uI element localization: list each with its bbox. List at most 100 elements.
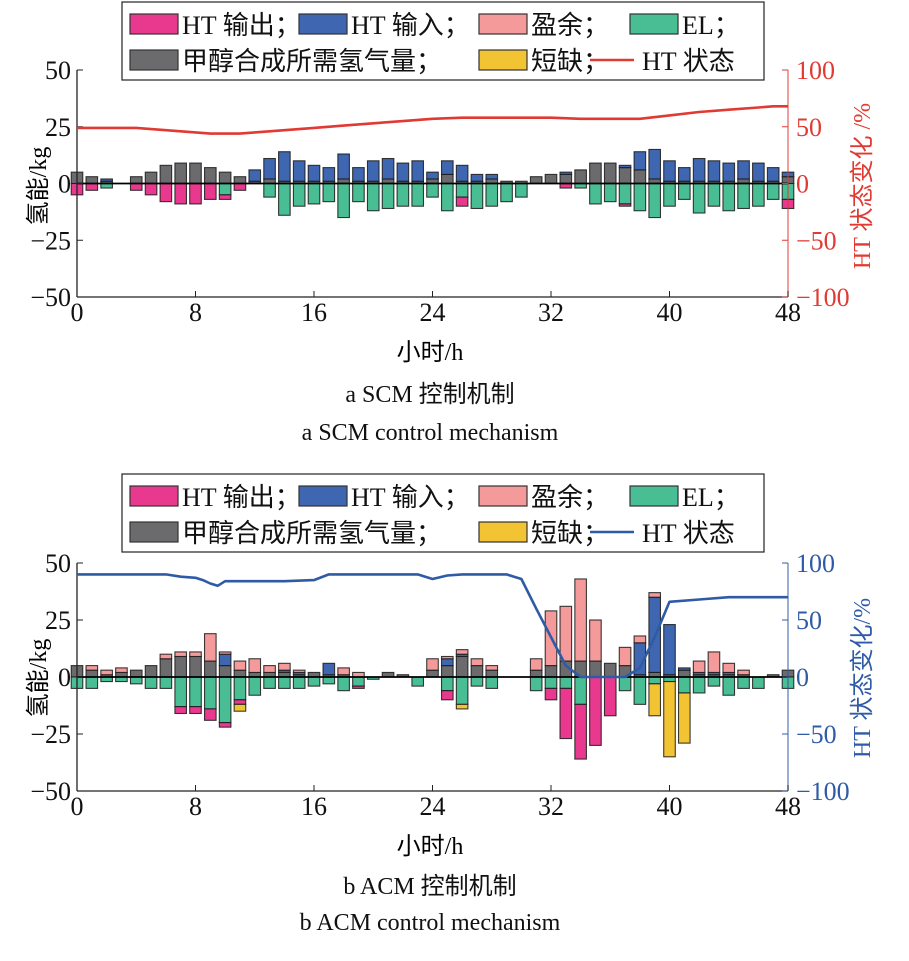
bar-el: [233, 676, 247, 701]
bar-ht_output: [574, 703, 587, 760]
bar-surplus: [485, 665, 499, 671]
bar-ht_input: [426, 171, 439, 180]
bar-surplus: [100, 669, 113, 676]
bar-ht_input: [722, 162, 736, 182]
x-tick-label: 32: [538, 298, 564, 327]
bar-methanol: [470, 665, 484, 678]
bar-ht_input: [307, 164, 321, 182]
legend-swatch-surplus: [478, 485, 528, 507]
bar-el: [752, 182, 765, 207]
bar-ht_input: [752, 162, 765, 182]
bar-ht_input: [707, 160, 721, 182]
bar-ht_output: [218, 722, 232, 728]
bar-surplus: [115, 667, 128, 673]
bar-el: [278, 676, 291, 689]
bar-methanol: [603, 662, 617, 678]
legend-label: HT 输入；: [351, 483, 470, 512]
bar-el: [500, 182, 513, 203]
bar-el: [663, 182, 676, 207]
bar-el: [544, 676, 558, 689]
y-tick-label: 25: [45, 113, 71, 142]
bar-ht_input: [322, 662, 336, 676]
x-tick-label: 24: [420, 792, 446, 821]
bar-ht_input: [396, 162, 410, 182]
bar-methanol: [203, 660, 217, 678]
bar-methanol: [544, 665, 558, 678]
bar-ht_input: [440, 160, 454, 175]
bar-ht_input: [470, 173, 484, 182]
bar-el: [648, 182, 662, 219]
bar-surplus: [189, 651, 202, 658]
y-tick-label: −25: [30, 226, 71, 255]
legend-swatch-ht_input: [298, 13, 348, 35]
legend-label: HT 输入；: [351, 11, 470, 40]
y2-tick-label: 0: [796, 170, 809, 199]
bar-ht_output: [455, 196, 469, 207]
bar-ht_input: [337, 153, 350, 180]
bar-surplus: [455, 649, 469, 655]
bar-el: [633, 182, 647, 212]
bar-el: [337, 182, 350, 219]
bar-surplus: [722, 662, 736, 673]
bar-ht_input: [263, 157, 276, 180]
bar-ht_output: [544, 687, 558, 701]
bar-ht_input: [292, 160, 306, 182]
bar-methanol: [159, 658, 173, 678]
legend-swatch-surplus: [478, 13, 528, 35]
bar-surplus: [263, 665, 276, 673]
bar-el: [618, 676, 632, 692]
legend-item-surplus: 盈余；: [478, 483, 609, 512]
legend-item-el: EL；: [629, 483, 740, 512]
bar-methanol: [603, 162, 617, 185]
bar-ht_output: [352, 685, 365, 689]
y-tick-label: 50: [45, 56, 71, 85]
bar-ht_output: [218, 194, 232, 200]
bar-methanol: [559, 173, 573, 185]
bar-ht_output: [144, 182, 158, 196]
bar-surplus: [692, 660, 706, 673]
bar-el: [722, 182, 736, 212]
bar-el: [529, 676, 543, 692]
chart-a: HT 输出； HT 输入； 盈余； EL； 甲醇合成所需氢气量； 短缺； HT 状态 0 8 1…: [25, 1, 876, 446]
bar-el: [440, 676, 454, 692]
y2-axis-label-a: HT 状态变化 /%: [849, 103, 876, 269]
state-line-b: [77, 573, 788, 679]
bar-ht_input: [618, 164, 632, 169]
legend-item-ht_input: HT 输入；: [298, 483, 470, 512]
bar-methanol: [159, 164, 173, 185]
bar-el: [485, 676, 499, 689]
bar-methanol: [440, 173, 454, 185]
bar-ht_input: [692, 157, 706, 182]
legend-b: HT 输出； HT 输入； 盈余； EL； 甲醇合成所需氢气量； 短缺； HT 状态: [121, 473, 765, 553]
bar-surplus: [85, 665, 99, 671]
bar-el: [737, 676, 750, 689]
bar-methanol: [589, 660, 602, 678]
y2-tick-label: 50: [796, 606, 822, 635]
bar-ht_input: [663, 160, 676, 182]
x-tick-label: 16: [301, 792, 327, 821]
bar-methanol: [174, 655, 188, 678]
bar-ht_input: [648, 148, 662, 180]
y2-tick-label: 100: [796, 56, 835, 85]
legend-swatch-el: [629, 13, 679, 35]
bar-ht_input: [352, 167, 365, 182]
bar-el: [692, 676, 706, 694]
bar-el: [677, 676, 691, 694]
y-tick-label: 25: [45, 606, 71, 635]
bar-surplus: [337, 667, 350, 676]
legend-label: 短缺；: [531, 519, 609, 548]
bar-ht_input: [677, 667, 691, 671]
bar-methanol: [455, 655, 469, 678]
bar-el: [144, 676, 158, 689]
bar-ht_output: [85, 182, 99, 191]
legend-item-ht_input: HT 输入；: [298, 11, 470, 40]
bar-methanol: [218, 171, 232, 185]
bar-el: [440, 182, 454, 212]
bar-methanol: [426, 669, 439, 678]
y-tick-label: −50: [30, 777, 71, 806]
legend-label: 甲醇合成所需氢气量；: [182, 47, 442, 76]
bar-surplus: [633, 635, 647, 644]
bar-ht_output: [189, 182, 202, 205]
bar-methanol: [174, 162, 188, 185]
bar-el: [603, 182, 617, 203]
